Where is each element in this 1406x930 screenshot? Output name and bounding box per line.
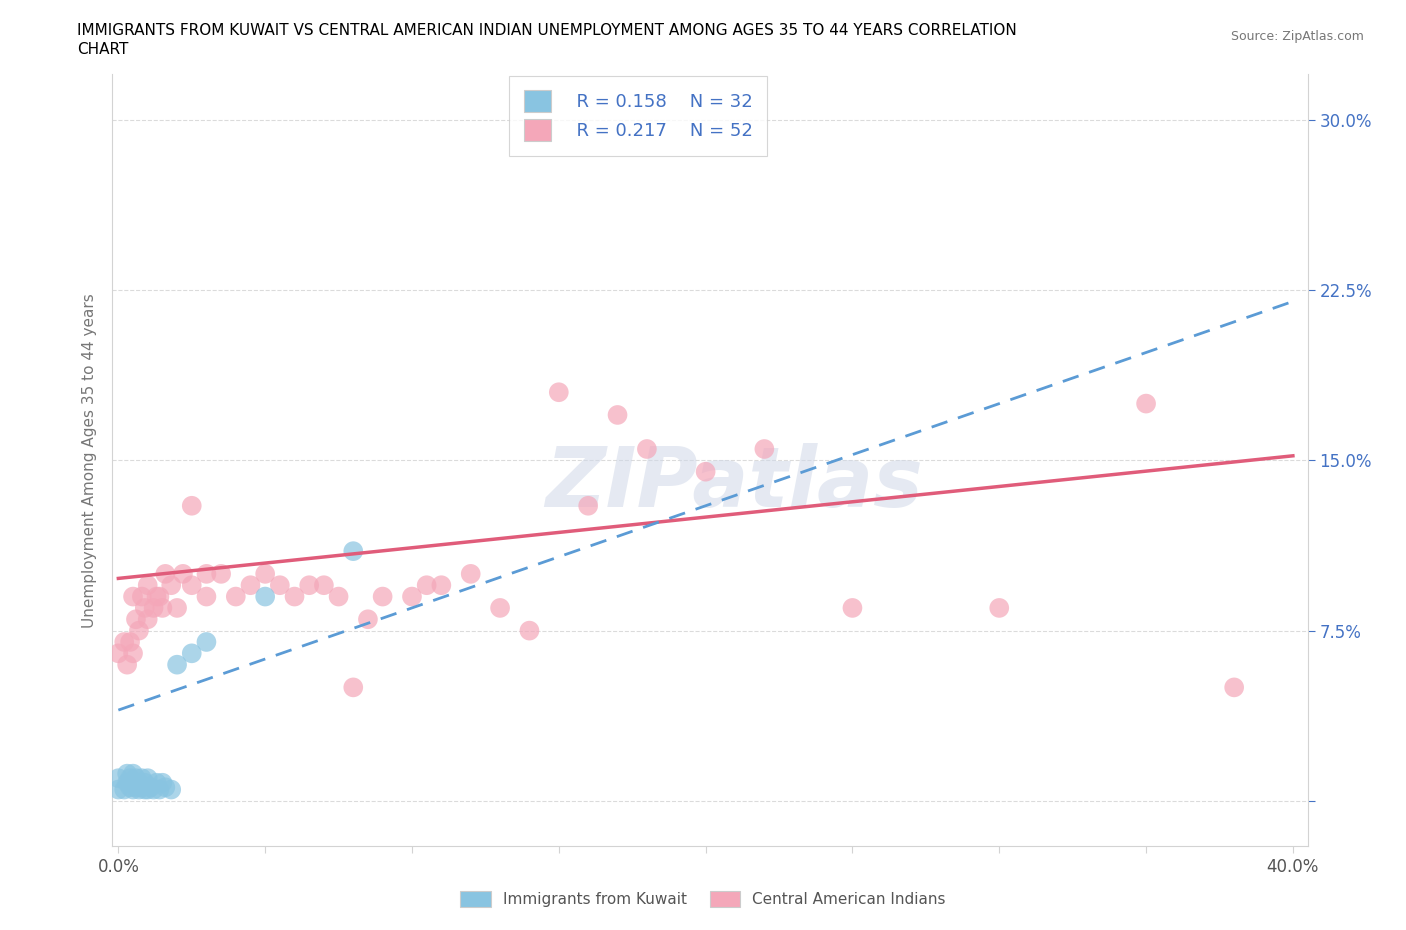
Point	[180, 645, 202, 660]
Point	[988, 601, 1011, 616]
Point	[131, 771, 153, 786]
Point	[415, 578, 437, 592]
Point	[430, 578, 453, 592]
Point	[401, 589, 423, 604]
Point	[1223, 680, 1246, 695]
Point	[122, 766, 145, 781]
Point	[134, 782, 156, 797]
Point	[166, 658, 188, 672]
Point	[357, 612, 380, 627]
Point	[547, 385, 569, 400]
Point	[195, 566, 218, 581]
Y-axis label: Unemployment Among Ages 35 to 44 years: Unemployment Among Ages 35 to 44 years	[82, 293, 97, 628]
Point	[136, 578, 159, 592]
Point	[298, 578, 321, 592]
Point	[128, 782, 150, 797]
Point	[107, 645, 129, 660]
Point	[122, 645, 145, 660]
Point	[128, 623, 150, 638]
Point	[125, 771, 148, 786]
Point	[122, 782, 145, 797]
Point	[754, 442, 776, 457]
Point	[134, 601, 156, 616]
Point	[225, 589, 247, 604]
Point	[125, 780, 148, 795]
Point	[180, 578, 202, 592]
Point	[172, 566, 194, 581]
Point	[128, 776, 150, 790]
Point	[131, 780, 153, 795]
Point	[209, 566, 232, 581]
Point	[107, 782, 129, 797]
Point	[371, 589, 394, 604]
Point	[342, 544, 364, 559]
Point	[136, 782, 159, 797]
Point	[155, 780, 177, 795]
Point	[148, 782, 170, 797]
Point	[107, 771, 129, 786]
Legend: Immigrants from Kuwait, Central American Indians: Immigrants from Kuwait, Central American…	[454, 884, 952, 913]
Point	[120, 771, 142, 786]
Point	[145, 776, 167, 790]
Point	[160, 782, 183, 797]
Point	[180, 498, 202, 513]
Point	[145, 589, 167, 604]
Point	[576, 498, 599, 513]
Point	[115, 776, 138, 790]
Point	[1135, 396, 1157, 411]
Point	[136, 771, 159, 786]
Point	[131, 589, 153, 604]
Point	[142, 782, 165, 797]
Text: Source: ZipAtlas.com: Source: ZipAtlas.com	[1230, 30, 1364, 43]
Point	[112, 782, 135, 797]
Point	[112, 634, 135, 649]
Text: ZIPatlas: ZIPatlas	[546, 443, 922, 524]
Point	[160, 578, 183, 592]
Point	[134, 776, 156, 790]
Text: IMMIGRANTS FROM KUWAIT VS CENTRAL AMERICAN INDIAN UNEMPLOYMENT AMONG AGES 35 TO : IMMIGRANTS FROM KUWAIT VS CENTRAL AMERIC…	[77, 23, 1017, 38]
Point	[122, 589, 145, 604]
Point	[152, 601, 174, 616]
Point	[115, 658, 138, 672]
Point	[166, 601, 188, 616]
Point	[695, 464, 717, 479]
Point	[519, 623, 541, 638]
Point	[254, 589, 277, 604]
Point	[152, 776, 174, 790]
Point	[312, 578, 335, 592]
Legend:   R = 0.158    N = 32,   R = 0.217    N = 52: R = 0.158 N = 32, R = 0.217 N = 52	[509, 75, 768, 156]
Point	[254, 566, 277, 581]
Point	[269, 578, 291, 592]
Point	[606, 407, 628, 422]
Point	[125, 612, 148, 627]
Point	[460, 566, 482, 581]
Point	[120, 634, 142, 649]
Text: CHART: CHART	[77, 42, 129, 57]
Point	[841, 601, 863, 616]
Point	[489, 601, 512, 616]
Point	[342, 680, 364, 695]
Point	[195, 634, 218, 649]
Point	[283, 589, 305, 604]
Point	[148, 589, 170, 604]
Point	[142, 601, 165, 616]
Point	[136, 612, 159, 627]
Point	[239, 578, 262, 592]
Point	[120, 780, 142, 795]
Point	[115, 766, 138, 781]
Point	[155, 566, 177, 581]
Point	[636, 442, 658, 457]
Point	[122, 776, 145, 790]
Point	[195, 589, 218, 604]
Point	[328, 589, 350, 604]
Point	[139, 780, 162, 795]
